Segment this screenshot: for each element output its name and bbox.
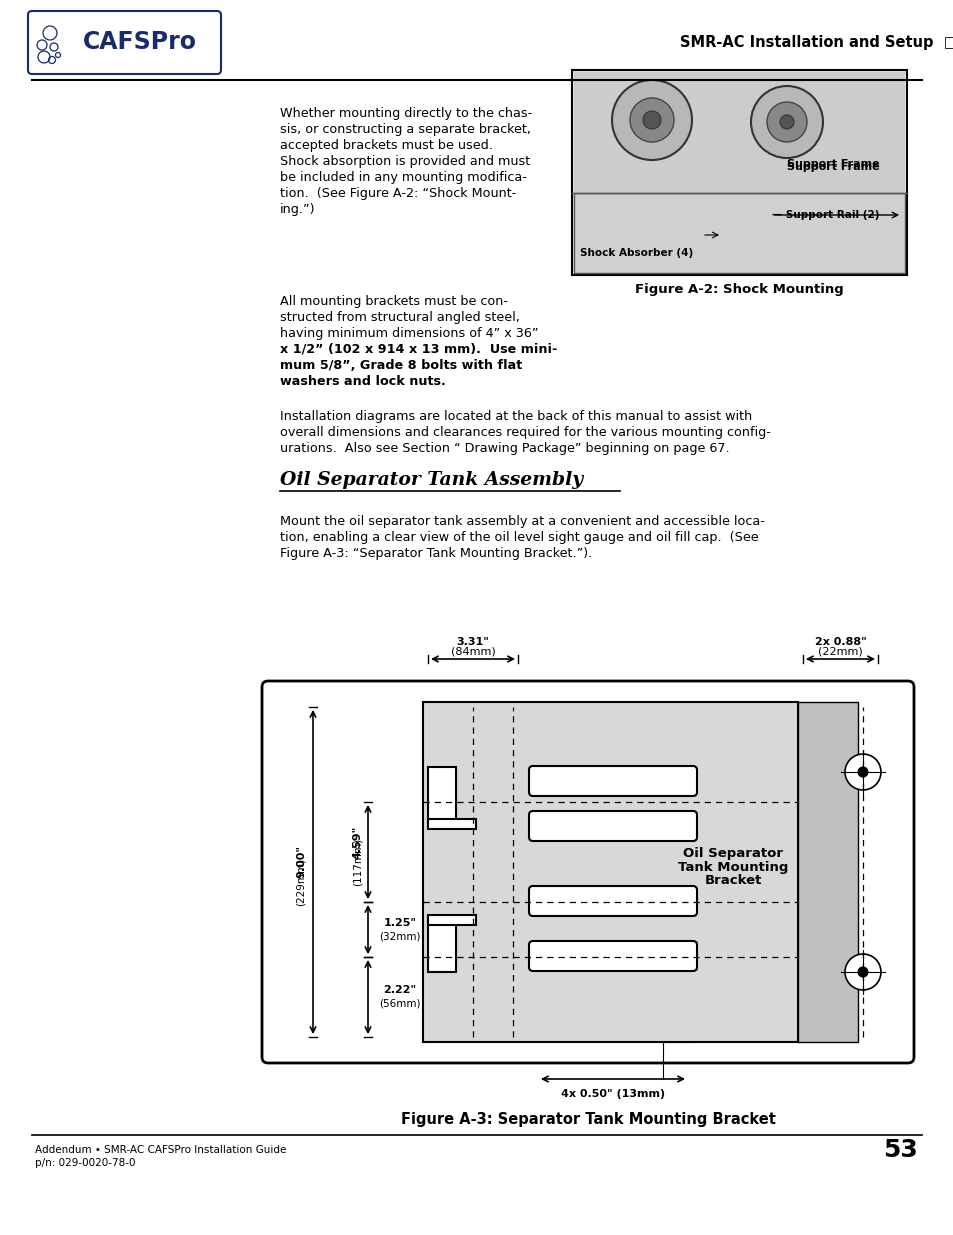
Bar: [572, 70, 906, 275]
FancyBboxPatch shape: [529, 766, 697, 797]
Text: washers and lock nuts.: washers and lock nuts.: [280, 375, 445, 388]
Text: overall dimensions and clearances required for the various mounting config-: overall dimensions and clearances requir…: [280, 426, 770, 438]
Text: 2x 0.88": 2x 0.88": [814, 637, 865, 647]
Text: (56mm): (56mm): [379, 999, 420, 1009]
Text: Figure A-3: Separator Tank Mounting Bracket: Figure A-3: Separator Tank Mounting Brac…: [400, 1112, 775, 1128]
Text: sis, or constructing a separate bracket,: sis, or constructing a separate bracket,: [280, 124, 531, 136]
Bar: [428, 767, 456, 823]
Text: tion, enabling a clear view of the oil level sight gauge and oil fill cap.  (See: tion, enabling a clear view of the oil l…: [280, 531, 758, 543]
Bar: [428, 819, 476, 829]
Text: Bracket: Bracket: [703, 874, 760, 888]
Text: 9.00": 9.00": [295, 846, 306, 878]
Circle shape: [750, 86, 822, 158]
Text: Oil Separator: Oil Separator: [682, 846, 782, 860]
Circle shape: [612, 80, 691, 161]
Text: 4.59": 4.59": [353, 825, 363, 858]
Circle shape: [857, 767, 867, 777]
FancyBboxPatch shape: [28, 11, 221, 74]
Text: Figure A-3: “Separator Tank Mounting Bracket.”).: Figure A-3: “Separator Tank Mounting Bra…: [280, 547, 592, 559]
Text: urations.  Also see Section “ Drawing Package” beginning on page 67.: urations. Also see Section “ Drawing Pac…: [280, 442, 729, 454]
Text: 3.31": 3.31": [456, 637, 489, 647]
Text: (229mm): (229mm): [295, 858, 306, 906]
Text: (84mm): (84mm): [450, 647, 495, 657]
Circle shape: [766, 103, 806, 142]
Bar: [797, 701, 857, 1042]
Text: be included in any mounting modifica-: be included in any mounting modifica-: [280, 170, 526, 184]
Text: Shock absorption is provided and must: Shock absorption is provided and must: [280, 156, 530, 168]
Circle shape: [629, 98, 673, 142]
Circle shape: [844, 953, 880, 990]
Text: structed from structural angled steel,: structed from structural angled steel,: [280, 311, 519, 324]
Text: — Support Rail (2): — Support Rail (2): [771, 210, 879, 220]
Text: Figure A-2: Shock Mounting: Figure A-2: Shock Mounting: [635, 283, 843, 296]
Text: mum 5/8”, Grade 8 bolts with flat: mum 5/8”, Grade 8 bolts with flat: [280, 359, 521, 372]
Text: 2.22": 2.22": [383, 986, 416, 995]
Text: (117mm): (117mm): [353, 837, 363, 885]
Bar: [428, 918, 456, 972]
FancyBboxPatch shape: [529, 885, 697, 916]
Text: 4x 0.50" (13mm): 4x 0.50" (13mm): [560, 1089, 664, 1099]
Text: having minimum dimensions of 4” x 36”: having minimum dimensions of 4” x 36”: [280, 327, 537, 340]
Text: Installation diagrams are located at the back of this manual to assist with: Installation diagrams are located at the…: [280, 410, 752, 424]
Text: Oil Separator Tank Assembly: Oil Separator Tank Assembly: [280, 471, 582, 489]
Text: Support Frame: Support Frame: [786, 162, 879, 172]
Text: tion.  (See Figure A-2: “Shock Mount-: tion. (See Figure A-2: “Shock Mount-: [280, 186, 516, 200]
Circle shape: [857, 967, 867, 977]
Text: p/n: 029-0020-78-0: p/n: 029-0020-78-0: [35, 1158, 135, 1168]
Text: Tank Mounting: Tank Mounting: [677, 861, 787, 873]
Circle shape: [780, 115, 793, 128]
Text: 1.25": 1.25": [383, 918, 416, 927]
Text: ing.”): ing.”): [280, 203, 315, 216]
Text: SMR-AC Installation and Setup  □: SMR-AC Installation and Setup □: [679, 35, 953, 49]
Bar: [574, 193, 904, 273]
Text: Whether mounting directly to the chas-: Whether mounting directly to the chas-: [280, 107, 532, 120]
Text: x 1/2” (102 x 914 x 13 mm).  Use mini-: x 1/2” (102 x 914 x 13 mm). Use mini-: [280, 343, 557, 356]
Text: (22mm): (22mm): [818, 647, 862, 657]
FancyBboxPatch shape: [529, 941, 697, 971]
Circle shape: [642, 111, 660, 128]
Text: accepted brackets must be used.: accepted brackets must be used.: [280, 140, 493, 152]
FancyBboxPatch shape: [262, 680, 913, 1063]
Text: (32mm): (32mm): [379, 931, 420, 941]
Text: Mount the oil separator tank assembly at a convenient and accessible loca-: Mount the oil separator tank assembly at…: [280, 515, 764, 529]
Text: All mounting brackets must be con-: All mounting brackets must be con-: [280, 295, 507, 308]
Bar: [422, 701, 797, 1042]
Text: CAFSPro: CAFSPro: [83, 30, 196, 54]
Bar: [574, 72, 904, 195]
Text: 53: 53: [882, 1137, 917, 1162]
Bar: [428, 915, 476, 925]
Text: Addendum • SMR-AC CAFSPro Installation Guide: Addendum • SMR-AC CAFSPro Installation G…: [35, 1145, 286, 1155]
Text: Support Frame: Support Frame: [786, 159, 879, 169]
FancyBboxPatch shape: [529, 811, 697, 841]
Text: Shock Absorber (4): Shock Absorber (4): [579, 248, 693, 258]
Circle shape: [844, 755, 880, 790]
